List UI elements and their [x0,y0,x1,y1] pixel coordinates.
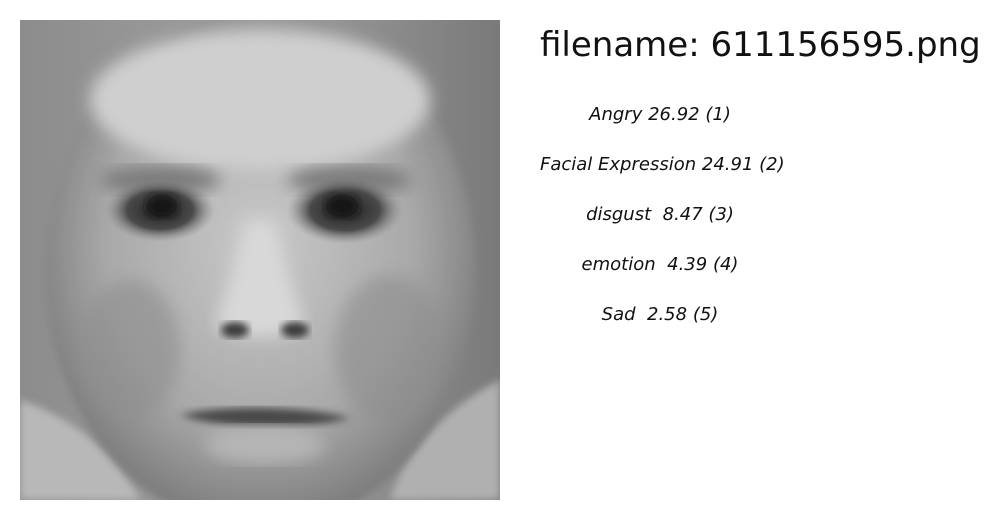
prediction-label: disgust [586,204,652,225]
filename-prefix: filename: [540,25,700,65]
prediction-row: Angry 26.92 (1) [540,100,780,150]
prediction-label: Angry [589,104,643,125]
prediction-row: Facial Expression 24.91 (2) [540,150,785,200]
prediction-label: Sad [601,304,636,325]
prediction-label: emotion [581,254,656,275]
prediction-rank: (2) [759,154,785,175]
prediction-score: 8.47 [656,204,703,225]
prediction-row: Sad 2.58 (5) [540,300,780,350]
prediction-score: 2.58 [641,304,688,325]
filename-value: 611156595.png [710,25,981,65]
prediction-row: disgust 8.47 (3) [540,200,780,250]
prediction-rank: (4) [712,254,739,275]
prediction-score: 26.92 [648,104,700,125]
prediction-row: emotion 4.39 (4) [540,250,780,300]
prediction-rank: (1) [705,104,731,125]
prediction-label: Facial Expression [540,154,697,175]
filename-label: filename: 611156595.png [540,22,981,68]
prediction-rank: (5) [692,304,719,325]
prediction-score: 4.39 [661,254,708,275]
face-photo [20,20,500,500]
prediction-rank: (3) [708,204,734,225]
prediction-list: Angry 26.92 (1) Facial Expression 24.91 … [540,100,785,350]
prediction-score: 24.91 [701,154,754,175]
